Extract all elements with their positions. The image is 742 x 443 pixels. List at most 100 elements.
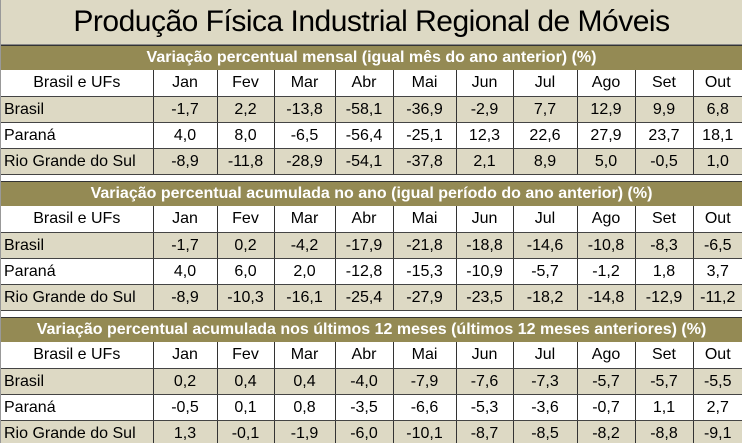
value-cell: 0,8 [273, 394, 335, 421]
value-cell: 4,0 [152, 258, 217, 285]
value-cell: -21,8 [392, 232, 456, 259]
value-cell: 8,9 [512, 148, 577, 175]
value-cell: 18,1 [692, 122, 742, 149]
header-row: Brasil e UFs Jan Fev Mar Abr Mai Jun Jul Ago Set O… [1, 342, 742, 369]
column-header: Jul [512, 70, 577, 97]
value-cell: -13,8 [273, 96, 335, 123]
table-row: Brasil 0,2 0,4 0,4 -4,0 -7,9 -7,6 -7,3 -5,7 -5,7-… [1, 368, 742, 395]
value-cell: -8,9 [152, 284, 217, 311]
value-cell: 12,3 [455, 122, 513, 149]
value-cell: -12,9 [634, 284, 693, 311]
column-header: Set [634, 342, 693, 369]
value-cell: -6,6 [392, 394, 456, 421]
value-cell: -0,5 [152, 394, 217, 421]
value-cell: -25,1 [392, 122, 456, 149]
value-cell: -5,7 [576, 368, 635, 395]
value-cell: -27,9 [392, 284, 456, 311]
value-cell: -18,2 [512, 284, 577, 311]
sections-container: Variação percentual mensal (igual mês do… [1, 45, 742, 443]
value-cell: 8,0 [216, 122, 274, 149]
value-cell: -8,8 [634, 420, 693, 443]
column-header: Mai [392, 206, 456, 233]
column-header: Brasil e UFs [1, 70, 153, 97]
value-cell: -0,5 [634, 148, 693, 175]
value-cell: 0,2 [216, 232, 274, 259]
column-header: Brasil e UFs [1, 342, 153, 369]
value-cell: -0,7 [576, 394, 635, 421]
value-cell: -36,9 [392, 96, 456, 123]
value-cell: 0,2 [152, 368, 217, 395]
data-table: Brasil e UFs Jan Fev Mar Abr Mai Jun Jul Ago Set O… [1, 342, 742, 443]
table-row: Paraná 4,0 6,0 2,0 -12,8 -15,3 -10,9 -5,7 -1,2 1,… [1, 258, 742, 285]
column-header: Jul [512, 342, 577, 369]
value-cell: -25,4 [334, 284, 393, 311]
value-cell: 7,7 [512, 96, 577, 123]
value-cell: 1,8 [634, 258, 693, 285]
value-cell: -8,3 [634, 232, 693, 259]
table-row: Paraná 4,0 8,0 -6,5 -56,4 -25,1 12,3 22,6 27,9 23… [1, 122, 742, 149]
value-cell: -5,3 [455, 394, 513, 421]
value-cell: 9,9 [634, 96, 693, 123]
value-cell: -8,9 [152, 148, 217, 175]
value-cell: 22,6 [512, 122, 577, 149]
value-cell: -14,8 [576, 284, 635, 311]
value-cell: -1,7 [152, 96, 217, 123]
column-header: Mai [392, 342, 456, 369]
column-header: Jul [512, 206, 577, 233]
value-cell: -10,3 [216, 284, 274, 311]
column-header: Set [634, 70, 693, 97]
value-cell: -5,7 [512, 258, 577, 285]
value-cell: -1,7 [152, 232, 217, 259]
value-cell: -37,8 [392, 148, 456, 175]
value-cell: -7,9 [392, 368, 456, 395]
value-cell: 5,0 [576, 148, 635, 175]
value-cell: -3,6 [512, 394, 577, 421]
value-cell: 1,0 [692, 148, 742, 175]
column-header: Abr [334, 70, 393, 97]
value-cell: 0,4 [273, 368, 335, 395]
value-cell: 3,7 [692, 258, 742, 285]
table-row: Rio Grande do Sul -8,9 -10,3 -16,1 -25,4 -27,… [1, 284, 742, 311]
column-header: Mar [273, 206, 335, 233]
column-header: Abr [334, 342, 393, 369]
column-header: Jun [455, 342, 513, 369]
value-cell: 23,7 [634, 122, 693, 149]
report-title: Produção Física Industrial Regional de M… [1, 0, 742, 45]
column-header: Set [634, 206, 693, 233]
value-cell: -6,5 [692, 232, 742, 259]
value-cell: 2,2 [216, 96, 274, 123]
value-cell: 2,0 [273, 258, 335, 285]
value-cell: -23,5 [455, 284, 513, 311]
row-label: Rio Grande do Sul [1, 420, 153, 443]
value-cell: -28,9 [273, 148, 335, 175]
section-heading: Variação percentual acumulada no ano (ig… [1, 181, 742, 206]
value-cell: -4,0 [334, 368, 393, 395]
row-label: Brasil [1, 368, 153, 395]
value-cell: -10,9 [455, 258, 513, 285]
value-cell: -6,0 [334, 420, 393, 443]
column-header: Brasil e UFs [1, 206, 153, 233]
value-cell: -1,2 [576, 258, 635, 285]
table-row: Rio Grande do Sul -8,9 -11,8 -28,9 -54,1 -37,… [1, 148, 742, 175]
value-cell: -8,5 [512, 420, 577, 443]
value-cell: 2,7 [692, 394, 742, 421]
value-cell: 6,0 [216, 258, 274, 285]
value-cell: -0,1 [216, 420, 274, 443]
value-cell: 12,9 [576, 96, 635, 123]
data-table: Brasil e UFs Jan Fev Mar Abr Mai Jun Jul Ago Set O… [1, 206, 742, 311]
value-cell: -56,4 [334, 122, 393, 149]
value-cell: -1,9 [273, 420, 335, 443]
column-header: Jun [455, 70, 513, 97]
value-cell: -11,2 [692, 284, 742, 311]
section-heading: Variação percentual mensal (igual mês do… [1, 45, 742, 70]
column-header: Fev [216, 342, 274, 369]
column-header: Ago [576, 342, 635, 369]
value-cell: -58,1 [334, 96, 393, 123]
table-row: Brasil -1,7 0,2 -4,2 -17,9 -21,8 -18,8 -14,6 -10… [1, 232, 742, 259]
row-label: Paraná [1, 258, 153, 285]
value-cell: -15,3 [392, 258, 456, 285]
column-header: Mai [392, 70, 456, 97]
column-header: Mar [273, 342, 335, 369]
value-cell: 2,1 [455, 148, 513, 175]
